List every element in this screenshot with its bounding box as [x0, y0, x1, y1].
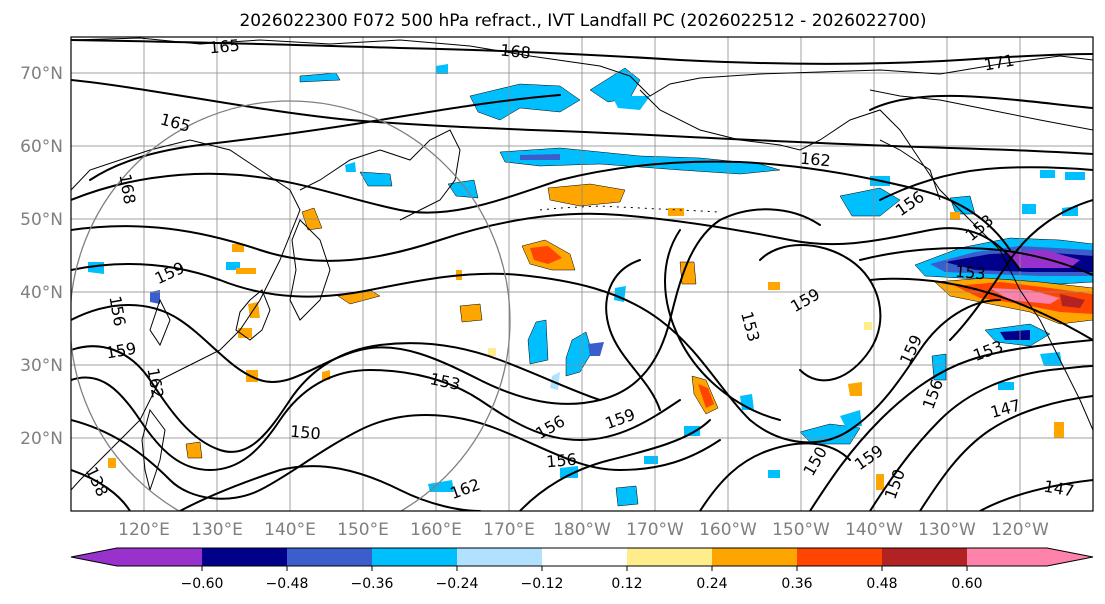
colorbar: −0.60 −0.48 −0.36 −0.24 −0.12 0.12 0.24 … — [70, 547, 1094, 592]
lat-label: 40°N — [20, 283, 63, 303]
colorbar-tick-label: −0.36 — [351, 576, 394, 592]
contour-label: 162 — [799, 149, 831, 171]
contour-label: 156 — [545, 450, 577, 472]
colorbar-segment — [712, 548, 797, 566]
colorbar-outline — [70, 547, 1094, 567]
lon-label: 140°E — [264, 520, 316, 540]
lon-label: 170°E — [483, 520, 535, 540]
contour-label: 168 — [499, 40, 531, 62]
colorbar-segment — [627, 548, 712, 566]
colorbar-segment — [457, 548, 542, 566]
coastlines — [71, 37, 1093, 492]
colorbar-segment — [967, 548, 1047, 566]
lon-label: 150°E — [337, 520, 389, 540]
lon-label: 160°W — [699, 520, 757, 540]
refractivity-contours — [71, 39, 1093, 511]
lat-label: 60°N — [20, 137, 63, 157]
colorbar-ticks — [201, 566, 968, 571]
lon-label: 180°W — [553, 520, 611, 540]
colorbar-tick-label: 0.24 — [696, 576, 727, 592]
colorbar-segment — [287, 548, 372, 566]
colorbar-segment — [202, 548, 287, 566]
colorbar-extend-high — [1047, 548, 1093, 566]
colorbar-tick-label: −0.48 — [266, 576, 309, 592]
latitude-labels: 70°N 60°N 50°N 40°N 30°N 20°N — [20, 64, 63, 449]
lon-label: 160°E — [410, 520, 462, 540]
lon-label: 140°W — [845, 520, 903, 540]
colorbar-tick-label: 0.60 — [951, 576, 982, 592]
target-circle — [71, 100, 511, 511]
colorbar-segment — [797, 548, 882, 566]
contour-label: 153 — [954, 262, 986, 284]
colorbar-segment — [882, 548, 967, 566]
colorbar-extend-low — [71, 548, 117, 566]
map-panel: 165 168 171 165 168 162 156 159 156 159 … — [70, 36, 1094, 512]
lat-label: 50°N — [20, 210, 63, 230]
map-title: 2026022300 F072 500 hPa refract., IVT La… — [239, 11, 926, 31]
map-frame — [70, 36, 1094, 512]
contour-label: 165 — [208, 36, 240, 58]
lon-label: 130°W — [918, 520, 976, 540]
colorbar-tick-label: −0.24 — [436, 576, 479, 592]
lon-label: 170°W — [626, 520, 684, 540]
colorbar-tick-label: −0.60 — [181, 576, 224, 592]
lat-label: 70°N — [20, 64, 63, 84]
lon-label: 120°E — [118, 520, 170, 540]
lon-label: 130°E — [191, 520, 243, 540]
colorbar-tick-label: 0.36 — [781, 576, 812, 592]
colorbar-segment — [117, 548, 202, 566]
colorbar-segment — [372, 548, 457, 566]
lon-label: 150°W — [772, 520, 830, 540]
lat-label: 30°N — [20, 356, 63, 376]
colorbar-segment — [542, 548, 627, 566]
lon-label: 120°W — [991, 520, 1049, 540]
colorbar-tick-label: −0.12 — [521, 576, 564, 592]
colorbar-tick-label: 0.48 — [866, 576, 897, 592]
contour-label: 150 — [289, 422, 321, 444]
lat-label: 20°N — [20, 429, 63, 449]
longitude-labels: 120°E 130°E 140°E 150°E 160°E 170°E 180°… — [118, 520, 1049, 540]
colorbar-tick-label: 0.12 — [611, 576, 642, 592]
